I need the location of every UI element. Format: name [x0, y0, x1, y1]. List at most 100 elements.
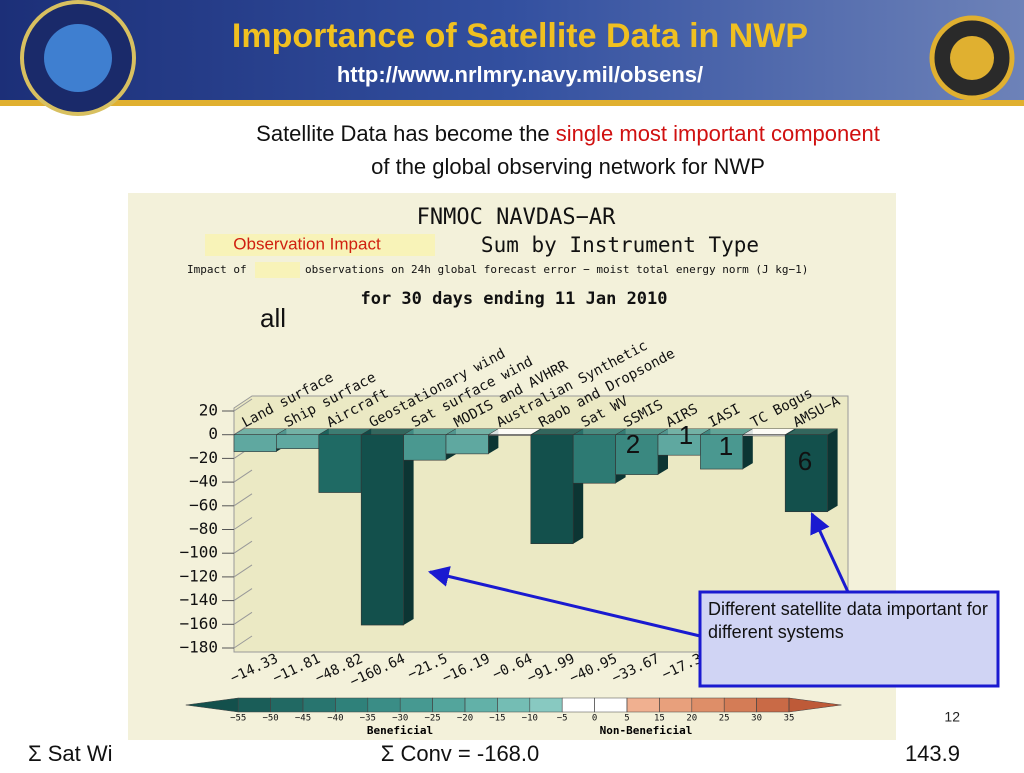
- overlay-box: [205, 234, 435, 256]
- subtitle-highlight: single most important component: [556, 121, 880, 146]
- colorbar-cell: [529, 697, 563, 713]
- colorbar-tick-label: −20: [457, 714, 473, 724]
- chart-subtitle: Sum by Instrument Type: [481, 233, 759, 257]
- overlay-text: Observation Impact: [233, 234, 381, 253]
- colorbar-cell: [367, 697, 401, 713]
- colorbar: −55 −50 −45 −40 −35 −30 −25 −20 −15 −10 −5 0 5 15 20 25…: [185, 697, 842, 724]
- callout-box: [698, 590, 1000, 688]
- colorbar-tick-label: −15: [489, 714, 505, 724]
- bar: [403, 434, 447, 461]
- y-tick-label: −160: [179, 614, 218, 633]
- logo-globe: [44, 24, 112, 92]
- colorbar-cell: [561, 697, 595, 713]
- bar-side: [742, 428, 753, 470]
- colorbar-cell: [691, 697, 725, 713]
- y-tick-label: −100: [179, 543, 218, 562]
- bar: [784, 434, 828, 513]
- bar: [360, 434, 404, 626]
- colorbar-cell: [432, 697, 466, 713]
- colorbar-tick-label: −45: [295, 714, 311, 724]
- annotation: 1: [719, 431, 733, 461]
- grid-line: [233, 588, 253, 602]
- bar: [488, 434, 532, 436]
- bar: [572, 434, 616, 484]
- grid-line: [233, 469, 253, 483]
- colorbar-cell: [270, 697, 304, 713]
- colorbar-cell: [594, 697, 628, 713]
- bar: [318, 434, 362, 493]
- chart-note-lead: Impact of: [187, 263, 247, 276]
- colorbar-cell: [659, 697, 693, 713]
- callout-arrow: [810, 512, 850, 593]
- footer-right: 143.9: [905, 741, 960, 766]
- grid-line: [233, 540, 253, 554]
- bar: [276, 434, 320, 449]
- chart-note: observations on 24h global forecast erro…: [305, 263, 808, 276]
- subtitle-lead: Satellite Data has become the: [256, 121, 556, 146]
- colorbar-tick-label: 0: [592, 714, 597, 724]
- colorbar-tick-label: −25: [424, 714, 440, 724]
- grid-line: [233, 635, 253, 649]
- y-tick-label: −40: [189, 472, 218, 491]
- logo-shield: [950, 36, 994, 80]
- chart-period: for 30 days ending 11 Jan 2010: [360, 289, 667, 309]
- colorbar-tick-label: −55: [230, 714, 246, 724]
- page-number: 12: [944, 709, 960, 725]
- y-tick-label: −120: [179, 566, 218, 585]
- annotation: 2: [626, 429, 640, 459]
- colorbar-tick-label: −10: [522, 714, 538, 724]
- colorbar-tick-label: 15: [654, 714, 665, 724]
- colorbar-tick-label: −50: [262, 714, 278, 724]
- bar: [233, 434, 277, 452]
- colorbar-tick-label: 5: [624, 714, 629, 724]
- y-tick-label: −80: [189, 519, 218, 538]
- chart-title: FNMOC NAVDAS−AR: [417, 205, 616, 230]
- annotation: 1: [679, 420, 693, 450]
- grid-line: [233, 398, 253, 412]
- callout-text: Different satellite data important for d…: [708, 599, 988, 642]
- y-tick-label: 0: [208, 424, 218, 443]
- bar-side: [403, 428, 414, 626]
- colorbar-cell: [237, 697, 271, 713]
- bar: [742, 434, 786, 437]
- colorbar-cell: [756, 697, 790, 713]
- colorbar-cell: [399, 697, 433, 713]
- y-tick-label: −60: [189, 495, 218, 514]
- colorbar-cell: [626, 697, 660, 713]
- y-tick-label: −20: [189, 448, 218, 467]
- colorbar-cell: [335, 697, 369, 713]
- slide-url: http://www.nrlmry.navy.mil/obsens/: [337, 62, 703, 87]
- colorbar-tick-label: 25: [719, 714, 730, 724]
- colorbar-tick-label: −40: [327, 714, 343, 724]
- annotation: 6: [798, 446, 812, 476]
- colorbar-tick-label: 20: [686, 714, 697, 724]
- subtitle-line2: of the global observing network for NWP: [371, 154, 765, 179]
- colorbar-tick-label: −30: [392, 714, 408, 724]
- y-tick-label: −140: [179, 590, 218, 609]
- grid-line: [233, 517, 253, 530]
- colorbar-tick-label: 30: [751, 714, 762, 724]
- colorbar-label: Non-Beneficial: [600, 724, 693, 737]
- colorbar-tick-label: −5: [557, 714, 568, 724]
- colorbar-cell: [464, 697, 498, 713]
- grid-line: [233, 564, 253, 578]
- footer-left: Σ Sat Wi: [28, 741, 113, 766]
- colorbar-cell: [302, 697, 336, 713]
- callout-wrap: Different satellite data important for d…: [708, 599, 988, 642]
- colorbar-label: Beneficial: [367, 724, 433, 737]
- y-tick-label: −180: [179, 638, 218, 657]
- bar-side: [827, 428, 838, 512]
- bar: [445, 434, 489, 455]
- callout-arrow: [427, 566, 701, 638]
- subtitle-line1: Satellite Data has become the single mos…: [256, 121, 880, 146]
- colorbar-tick-label: 35: [784, 714, 795, 724]
- header-rule: [0, 100, 1024, 106]
- bar: [700, 434, 744, 470]
- grid-line: [233, 611, 253, 625]
- colorbar-cell: [723, 697, 757, 713]
- note-blank: [255, 262, 300, 278]
- header-band: [0, 0, 1024, 104]
- annotation-all: all: [260, 303, 286, 333]
- colorbar-tick-label: −35: [360, 714, 376, 724]
- slide-title: Importance of Satellite Data in NWP: [232, 17, 808, 55]
